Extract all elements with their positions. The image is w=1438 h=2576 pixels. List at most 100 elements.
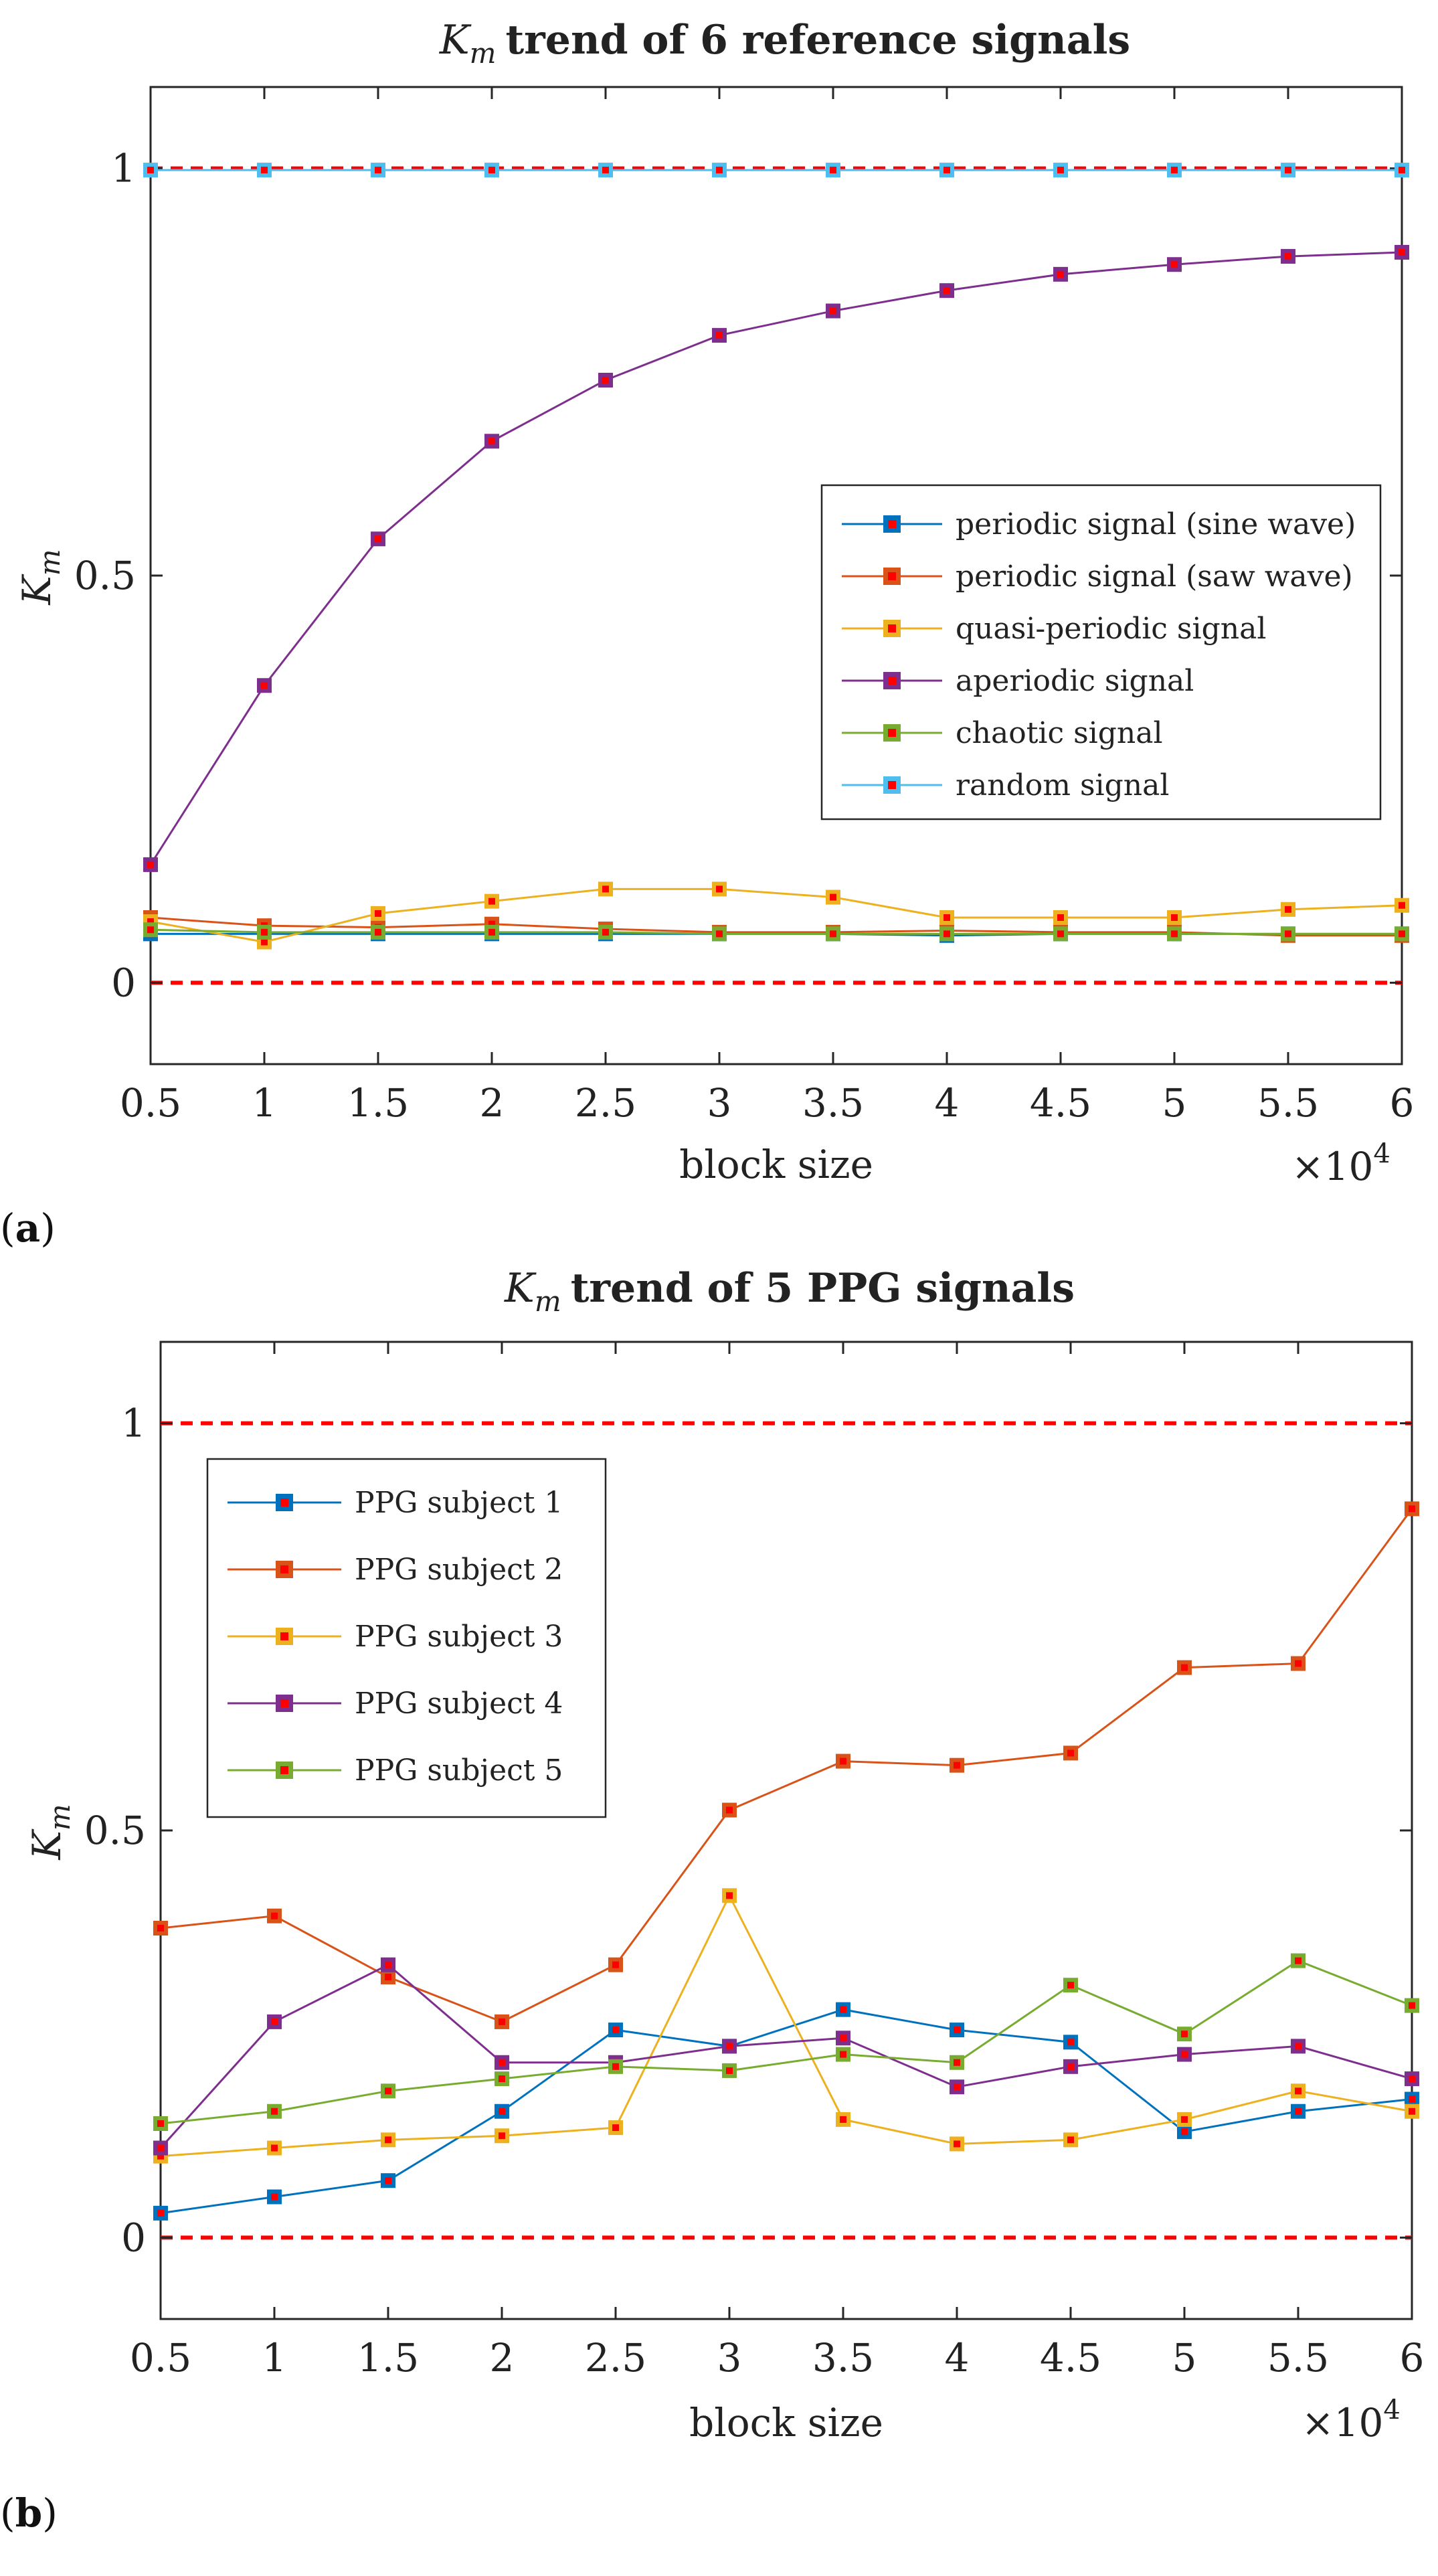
chart-a-ylabel: Km: [14, 549, 66, 605]
x-tick-label: 4: [945, 2335, 970, 2381]
series-4-point-center: [499, 2059, 505, 2066]
series-2-point-center: [840, 1757, 846, 1765]
legend-label-5: PPG subject 5: [355, 1753, 563, 1788]
legend-label-4: PPG subject 4: [355, 1687, 563, 1721]
series-4-point-center: [943, 287, 950, 294]
series-4-point-center: [1409, 2075, 1415, 2083]
series-2-point-center: [726, 1806, 733, 1814]
series-6-point-center: [1399, 167, 1405, 174]
x-tick-label: 0.5: [120, 1080, 181, 1126]
series-5-point-center: [602, 928, 609, 936]
series-3-point-center: [1295, 2087, 1301, 2095]
series-2-point-center: [271, 1912, 278, 1919]
legend-marker-center-2: [888, 572, 896, 580]
series-4-point-center: [1399, 248, 1405, 256]
y-tick-label: 1: [111, 146, 136, 191]
series-4-point-center: [1285, 253, 1291, 260]
series-5-point-center: [1171, 930, 1178, 938]
series-5-point-center: [1409, 2002, 1415, 2009]
series-3-point-center: [726, 1892, 733, 1899]
series-2-point-center: [1181, 1664, 1188, 1671]
x-tick-label: 5.5: [1267, 2335, 1329, 2381]
series-1-point-center: [1295, 2108, 1301, 2115]
series-1-point-center: [385, 2177, 391, 2184]
series-4-point-center: [385, 1961, 391, 1968]
legend-label-4: aperiodic signal: [956, 664, 1194, 698]
series-5-point-center: [147, 926, 154, 934]
x-tick-label: 3: [707, 1080, 732, 1126]
chart-b-ticks: 0.5 1 1.5 2 2.5 3 3.5 4 4.5 5 5.5 6 0 0.5 1: [84, 1342, 1425, 2381]
series-5-point-center: [954, 2059, 960, 2066]
series-4-point-center: [147, 861, 154, 868]
series-3-point-center: [499, 2132, 505, 2140]
series-3-point-center: [147, 918, 154, 926]
series-3-point-center: [1067, 2136, 1074, 2144]
series-5-point-center: [943, 930, 950, 938]
x-tick-label: 3: [717, 2335, 742, 2381]
series-4-point-center: [1295, 2043, 1301, 2050]
legend-marker-center-2: [280, 1565, 288, 1573]
series-3-point-center: [716, 885, 723, 893]
series-3-point-center: [1409, 2108, 1415, 2115]
chart-b-series: [153, 1501, 1419, 2221]
chart-b-panel-label: (b): [0, 2490, 58, 2536]
x-tick-label: 4.5: [1040, 2335, 1101, 2381]
series-6-point-center: [261, 167, 268, 174]
series-1-point-center: [157, 2209, 164, 2217]
series-5-point-center: [840, 2051, 846, 2058]
legend-label-5: chaotic signal: [956, 716, 1163, 750]
series-6-point-center: [1057, 167, 1064, 174]
series-6-point-center: [375, 167, 381, 174]
series-5-point-center: [1181, 2031, 1188, 2038]
series-6-point-center: [716, 167, 723, 174]
series-4-point-center: [1057, 270, 1064, 278]
series-2-point-center: [612, 1961, 619, 1968]
chart-b-title: Km trend of 5 PPG signals: [504, 1265, 1075, 1318]
chart-a-series: [143, 163, 1409, 950]
legend-label-3: PPG subject 3: [355, 1620, 563, 1654]
series-1-point-center: [1409, 2095, 1415, 2103]
x-tick-label: 3.5: [812, 2335, 874, 2381]
series-1-point-center: [954, 2027, 960, 2034]
series-3-point-center: [1171, 914, 1178, 921]
series-5-point-center: [1399, 930, 1405, 938]
series-4-point-center: [830, 307, 836, 315]
legend-label-2: periodic signal (saw wave): [956, 560, 1353, 594]
chart-b-legend: PPG subject 1 PPG subject 2 PPG subject 3 P…: [206, 1458, 607, 1818]
y-tick-label: 0.5: [74, 553, 136, 598]
series-5-point-center: [716, 930, 723, 938]
x-tick-label: 6: [1390, 1080, 1415, 1126]
x-tick-label: 6: [1400, 2335, 1425, 2381]
series-3-point-center: [943, 914, 950, 921]
series-6-point-center: [943, 167, 950, 174]
series-5-point-center: [499, 2075, 505, 2083]
series-3-point-center: [840, 2116, 846, 2123]
legend-marker-center-1: [280, 1498, 288, 1507]
y-tick-label: 0.5: [84, 1808, 146, 1853]
series-1-point-center: [1067, 2039, 1074, 2046]
series-4-point-center: [157, 2144, 164, 2152]
x-tick-label: 2: [480, 1080, 505, 1126]
series-5-point-center: [612, 2063, 619, 2070]
chart-b-xlabel: block size: [689, 2400, 883, 2445]
series-3-point-center: [954, 2140, 960, 2148]
x-tick-label: 0.5: [130, 2335, 191, 2381]
series-3-point-center: [612, 2124, 619, 2132]
x-tick-label: 5: [1162, 1080, 1187, 1126]
series-5-point-center: [488, 928, 495, 936]
series-3-point-center: [830, 893, 836, 901]
series-3-point-center: [157, 2152, 164, 2160]
series-3-point-center: [261, 938, 268, 946]
series-3-point-center: [1285, 906, 1291, 913]
series-3-point-center: [602, 885, 609, 893]
series-line-2: [150, 916, 1402, 937]
series-6-point-center: [1171, 167, 1178, 174]
legend-marker-center-5: [888, 729, 896, 737]
legend-label-2: PPG subject 2: [355, 1553, 563, 1587]
chart-b-ylabel: Km: [24, 1804, 76, 1860]
chart-a-x-multiplier: ×104: [1291, 1138, 1390, 1189]
series-line-5: [150, 928, 1402, 935]
series-4-point-center: [726, 2043, 733, 2050]
series-2-point-center: [1295, 1660, 1301, 1667]
series-4-point-center: [602, 377, 609, 383]
